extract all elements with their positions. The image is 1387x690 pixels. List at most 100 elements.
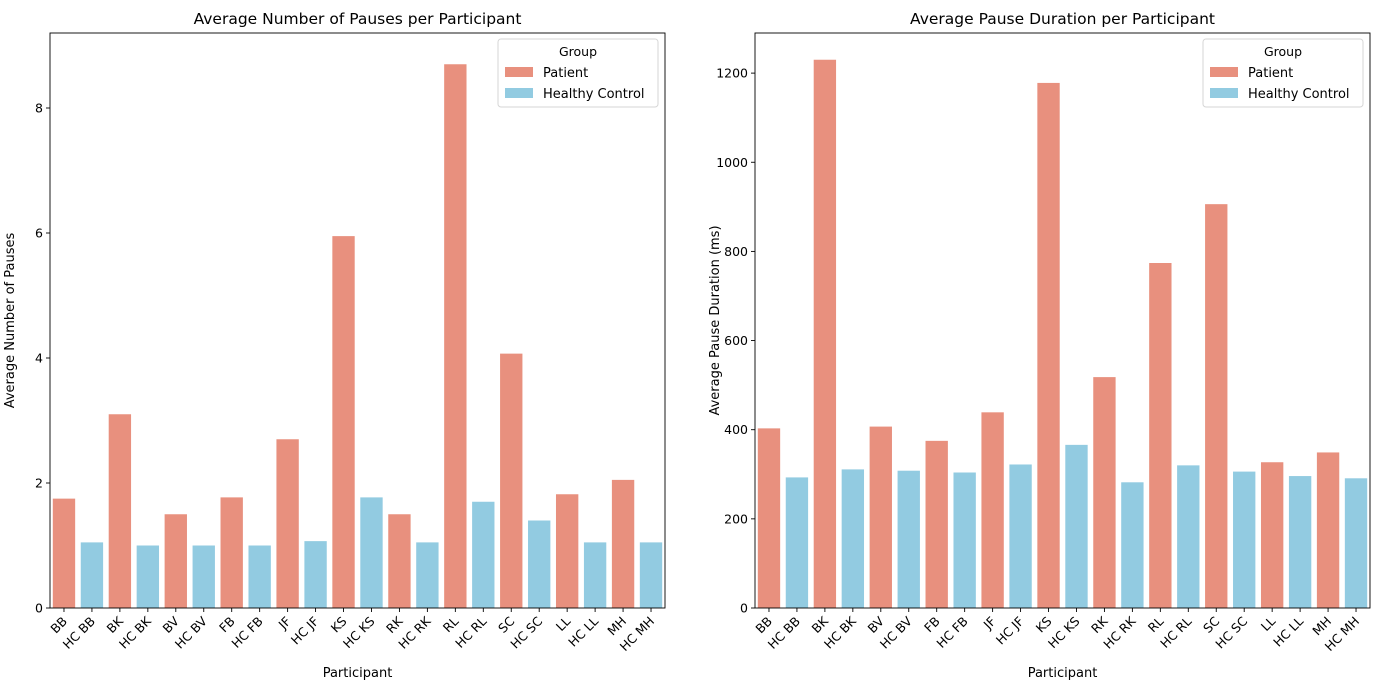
- x-tick-label: HC RK: [395, 613, 434, 652]
- legend-box: [497, 38, 659, 108]
- bar: [1065, 444, 1088, 608]
- x-tick-label: KS: [1033, 613, 1055, 635]
- bar: [1288, 476, 1312, 608]
- x-axis-label: Participant: [323, 666, 393, 681]
- x-tick-label: HC JF: [993, 614, 1027, 648]
- x-tick-label: SC: [1200, 613, 1223, 636]
- x-tick-label: RL: [1145, 613, 1167, 635]
- bar: [1260, 462, 1284, 608]
- x-tick-label: FB: [216, 614, 238, 636]
- bar: [583, 542, 607, 609]
- legend-box: [1202, 38, 1364, 108]
- x-tick-label: HC BK: [821, 613, 860, 652]
- bar: [1121, 482, 1144, 608]
- x-tick-label: BV: [864, 613, 887, 636]
- bar: [1205, 204, 1228, 608]
- bar: [639, 542, 663, 609]
- bar: [841, 469, 865, 608]
- bar: [813, 59, 837, 609]
- bar: [1009, 464, 1032, 608]
- legend: Group Patient Healthy Control: [1202, 38, 1364, 108]
- bar: [248, 545, 271, 608]
- x-tick-label: BB: [47, 614, 70, 637]
- x-tick-label: RL: [440, 613, 462, 635]
- x-tick-label: LL: [553, 613, 573, 633]
- axes-frame: [754, 32, 1371, 609]
- bar: [416, 542, 439, 609]
- x-axis-label: Participant: [1028, 666, 1098, 681]
- bar: [555, 494, 579, 608]
- x-tick-label: HC SC: [1212, 613, 1250, 651]
- x-tick-label: KS: [328, 613, 350, 635]
- bar: [1177, 465, 1200, 608]
- y-axis-label: Average Number of Pauses: [3, 233, 18, 409]
- bar: [500, 353, 523, 609]
- y-tick-label: 6: [35, 226, 43, 241]
- bar: [136, 545, 160, 608]
- legend-title: Group: [1264, 44, 1302, 59]
- x-tick-label: HC BB: [765, 614, 803, 652]
- y-tick-label: 0: [740, 601, 748, 616]
- bar: [80, 542, 104, 609]
- bar: [164, 514, 187, 608]
- bar: [472, 501, 495, 608]
- bar: [52, 498, 76, 609]
- bar: [1093, 377, 1116, 608]
- bar: [444, 64, 467, 608]
- y-tick-label: 8: [35, 101, 43, 116]
- x-tick-label: BB: [752, 614, 775, 637]
- x-tick-label: HC LL: [1270, 613, 1306, 649]
- x-tick-label: HC JF: [288, 614, 322, 648]
- bar: [192, 545, 215, 608]
- x-tick-label: BV: [159, 613, 182, 636]
- bar: [869, 426, 892, 608]
- legend-swatch: [505, 67, 533, 77]
- y-tick-label: 4: [35, 351, 43, 366]
- legend-swatch: [1210, 88, 1238, 98]
- legend-label: Patient: [1248, 66, 1293, 81]
- bar: [528, 520, 551, 608]
- y-tick-label: 800: [724, 244, 748, 259]
- legend: Group Patient Healthy Control: [497, 38, 659, 108]
- x-tick-label: HC KS: [340, 613, 378, 651]
- bar: [304, 541, 327, 609]
- y-tick-label: 600: [724, 333, 748, 348]
- bar: [108, 414, 132, 608]
- bar: [1233, 471, 1256, 608]
- axes-frame: [49, 32, 666, 609]
- x-tick-label: LL: [1258, 613, 1278, 633]
- bar: [388, 514, 411, 608]
- x-tick-label: HC RK: [1100, 613, 1139, 652]
- legend-label: Patient: [543, 66, 588, 81]
- bar: [981, 412, 1004, 608]
- y-tick-label: 2: [35, 476, 43, 491]
- bar: [360, 497, 383, 609]
- y-tick-label: 200: [724, 511, 748, 526]
- legend-swatch: [1210, 67, 1238, 77]
- x-tick-label: HC BB: [60, 614, 98, 652]
- x-tick-label: HC SC: [507, 613, 545, 651]
- bar: [925, 440, 948, 608]
- bar: [953, 472, 976, 608]
- x-tick-label: HC BK: [116, 613, 155, 652]
- x-tick-label: HC FB: [228, 614, 265, 651]
- x-tick-label: HC FB: [933, 614, 970, 651]
- x-tick-label: HC KS: [1045, 613, 1083, 651]
- bar: [220, 497, 243, 609]
- x-tick-label: HC RL: [1157, 614, 1194, 651]
- bar: [757, 428, 781, 608]
- x-tick-label: HC BV: [877, 613, 915, 651]
- x-tick-label: HC RL: [452, 614, 489, 651]
- chart-title: Average Number of Pauses per Participant: [194, 10, 522, 28]
- x-tick-label: JF: [980, 614, 999, 633]
- legend-label: Healthy Control: [1248, 87, 1350, 102]
- bar: [1344, 478, 1368, 608]
- x-tick-label: HC BV: [172, 613, 210, 651]
- legend-label: Healthy Control: [543, 87, 645, 102]
- x-tick-label: SC: [495, 613, 518, 636]
- legend-swatch: [505, 88, 533, 98]
- bar: [897, 470, 920, 608]
